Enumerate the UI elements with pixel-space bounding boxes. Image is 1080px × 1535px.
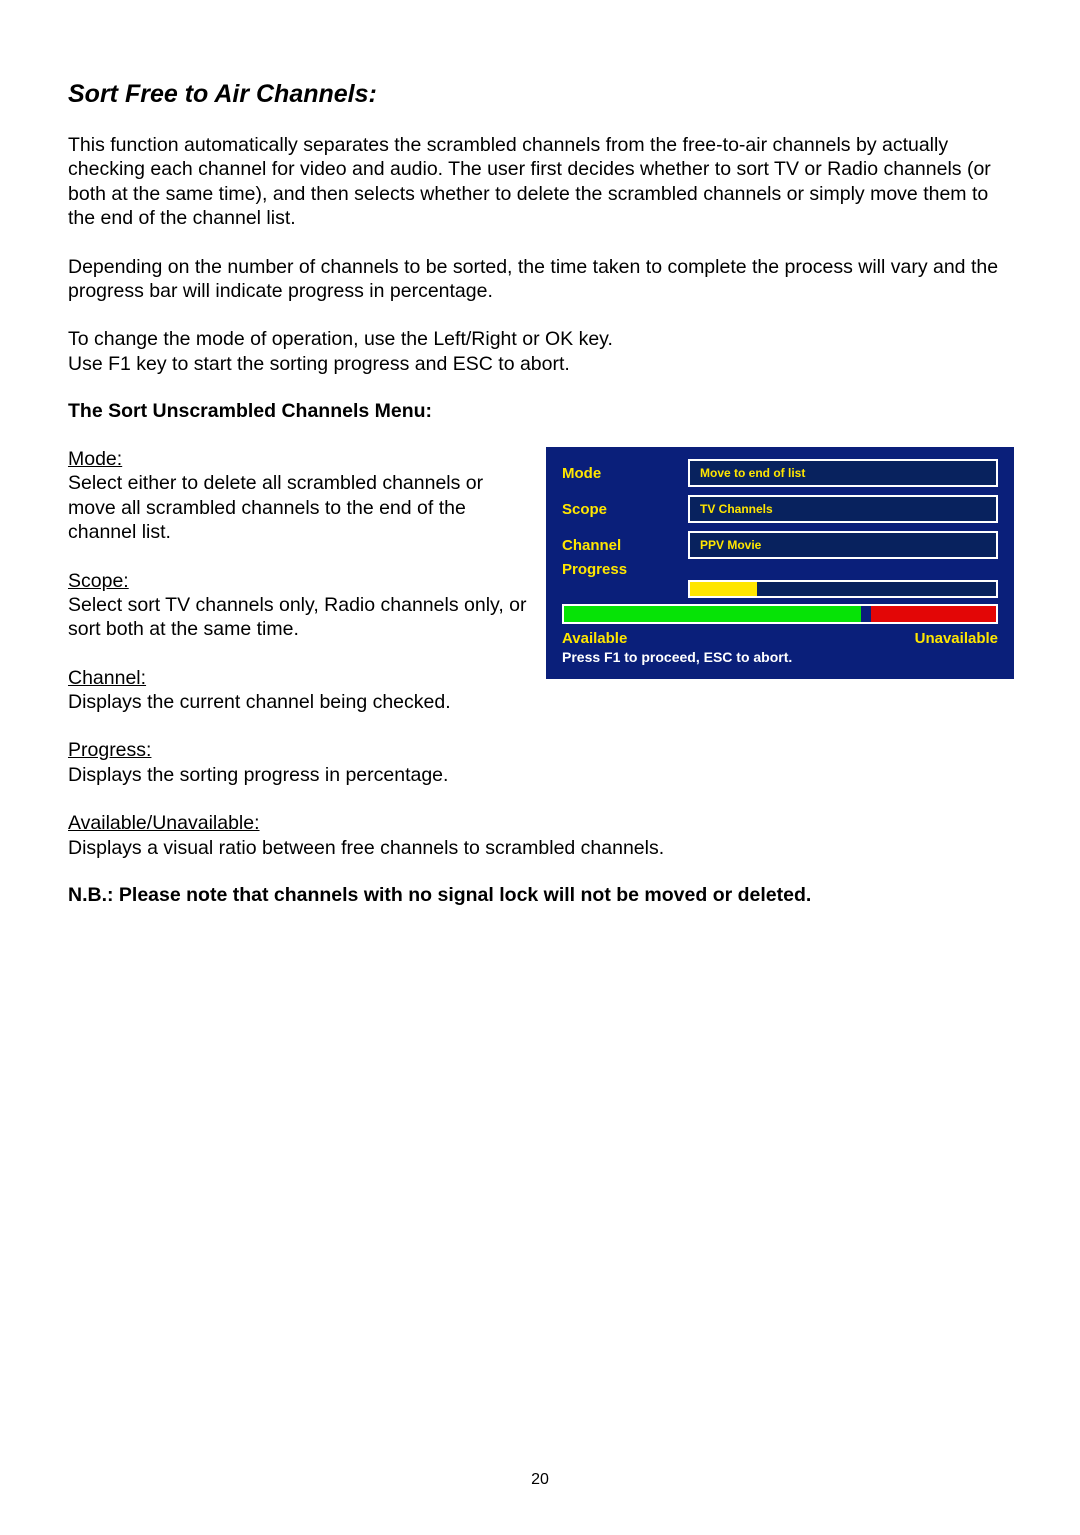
- def-progress: Progress: Displays the sorting progress …: [68, 738, 528, 787]
- def-progress-text: Displays the sorting progress in percent…: [68, 764, 448, 786]
- osd-unavailable-label: Unavailable: [915, 630, 998, 647]
- osd-row-progress-label: Progress: [562, 561, 998, 578]
- intro-paragraph-2: Depending on the number of channels to b…: [68, 255, 1012, 304]
- def-scope-label: Scope:: [68, 570, 129, 592]
- osd-row-channel: Channel PPV Movie: [562, 531, 998, 559]
- osd-label-mode: Mode: [562, 465, 688, 482]
- osd-field-mode[interactable]: Move to end of list: [688, 459, 998, 487]
- page-title: Sort Free to Air Channels:: [68, 80, 1012, 109]
- osd-label-scope: Scope: [562, 501, 688, 518]
- intro-line-3b: Use F1 key to start the sorting progress…: [68, 353, 570, 375]
- def-channel: Channel: Displays the current channel be…: [68, 666, 528, 715]
- two-column-layout: Mode: Select either to delete all scramb…: [68, 447, 1012, 811]
- def-avail-label: Available/Unavailable:: [68, 812, 260, 834]
- def-avail: Available/Unavailable: Displays a visual…: [68, 811, 1012, 860]
- definitions-column: Mode: Select either to delete all scramb…: [68, 447, 528, 811]
- intro-line-3a: To change the mode of operation, use the…: [68, 328, 613, 350]
- def-channel-text: Displays the current channel being check…: [68, 691, 451, 713]
- page-number: 20: [0, 1471, 1080, 1489]
- osd-availability-bar: [562, 604, 998, 624]
- def-mode: Mode: Select either to delete all scramb…: [68, 447, 528, 545]
- osd-screenshot-column: Mode Move to end of list Scope TV Channe…: [546, 447, 1016, 679]
- def-scope: Scope: Select sort TV channels only, Rad…: [68, 569, 528, 642]
- def-avail-text: Displays a visual ratio between free cha…: [68, 837, 664, 859]
- osd-progress-bar: [688, 580, 998, 598]
- osd-bottom-labels: Available Unavailable: [562, 630, 998, 647]
- osd-label-progress: Progress: [562, 561, 688, 578]
- osd-available-label: Available: [562, 630, 627, 647]
- osd-label-channel: Channel: [562, 537, 688, 554]
- def-mode-text: Select either to delete all scrambled ch…: [68, 472, 483, 543]
- osd-avail-green: [564, 606, 861, 622]
- osd-panel: Mode Move to end of list Scope TV Channe…: [546, 447, 1014, 679]
- def-progress-label: Progress:: [68, 739, 151, 761]
- def-mode-label: Mode:: [68, 448, 122, 470]
- osd-hint: Press F1 to proceed, ESC to abort.: [562, 649, 998, 665]
- osd-progress-wrap: [688, 580, 998, 598]
- osd-progress-fill: [690, 582, 757, 596]
- intro-paragraph-3: To change the mode of operation, use the…: [68, 327, 1012, 376]
- def-channel-label: Channel:: [68, 667, 146, 689]
- menu-subheading: The Sort Unscrambled Channels Menu:: [68, 400, 1012, 423]
- document-page: Sort Free to Air Channels: This function…: [0, 0, 1080, 947]
- osd-avail-red: [871, 606, 996, 622]
- osd-row-scope: Scope TV Channels: [562, 495, 998, 523]
- osd-inner: Mode Move to end of list Scope TV Channe…: [550, 451, 1010, 675]
- def-scope-text: Select sort TV channels only, Radio chan…: [68, 594, 527, 640]
- osd-avail-gap: [861, 606, 871, 622]
- osd-field-scope[interactable]: TV Channels: [688, 495, 998, 523]
- osd-row-mode: Mode Move to end of list: [562, 459, 998, 487]
- osd-field-channel: PPV Movie: [688, 531, 998, 559]
- intro-paragraph-1: This function automatically separates th…: [68, 133, 1012, 231]
- note-nb: N.B.: Please note that channels with no …: [68, 884, 1012, 907]
